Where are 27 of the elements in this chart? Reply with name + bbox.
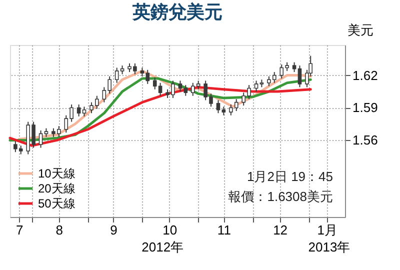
x-tick-label: 1月 bbox=[317, 222, 338, 238]
y-tick-label: 1.59 bbox=[352, 100, 378, 116]
candlestick bbox=[292, 62, 296, 73]
y-tick-label: 1.62 bbox=[352, 68, 378, 83]
x-tick-label: 12 bbox=[273, 222, 288, 238]
candlestick bbox=[76, 104, 81, 117]
y-tick-label: 1.56 bbox=[352, 132, 378, 148]
candlestick bbox=[298, 65, 302, 88]
x-tick-label: 8 bbox=[56, 222, 64, 238]
x-tick-label: 7 bbox=[16, 222, 24, 238]
x2-tick-label: 2012年 bbox=[142, 240, 184, 254]
candlestick bbox=[114, 67, 119, 84]
annotation: 1月2日 19：45 bbox=[247, 169, 333, 184]
annotation: 報價：1.6308美元 bbox=[228, 189, 333, 204]
candlestick bbox=[254, 80, 258, 92]
legend-label: 10天線 bbox=[38, 166, 76, 180]
y-axis-title: 美元 bbox=[348, 22, 374, 38]
x-tick-label: 10 bbox=[162, 222, 178, 238]
chart-title: 英鎊兌美元 bbox=[132, 2, 222, 22]
candlestick bbox=[216, 100, 220, 114]
candlestick bbox=[38, 130, 43, 148]
legend-label: 20天線 bbox=[38, 182, 76, 196]
x2-tick-label: 2013年 bbox=[308, 240, 350, 254]
x-tick-label: 11 bbox=[217, 222, 231, 238]
x-tick-label: 9 bbox=[110, 222, 118, 238]
candlestick bbox=[82, 106, 86, 117]
legend-label: 50天線 bbox=[38, 196, 76, 210]
